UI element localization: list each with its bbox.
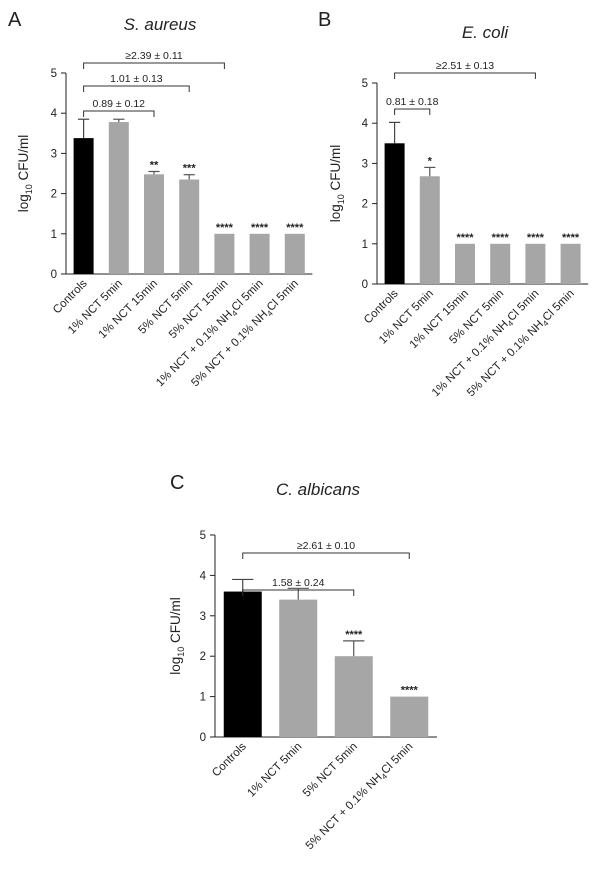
bar — [179, 179, 200, 274]
bar — [384, 143, 405, 284]
significance-marker: **** — [216, 222, 234, 234]
bar — [223, 591, 262, 737]
bar — [284, 233, 305, 274]
y-axis-label: log10 CFU/ml — [16, 135, 34, 213]
bar — [490, 243, 511, 284]
y-tick-label: 1 — [362, 239, 368, 251]
comparison-label: 0.81 ± 0.18 — [386, 96, 439, 108]
bar — [279, 599, 318, 737]
y-tick-label: 3 — [51, 148, 57, 160]
significance-marker: **** — [401, 685, 419, 697]
y-tick-label: 5 — [51, 68, 57, 80]
significance-marker: *** — [183, 163, 197, 175]
y-tick-label: 0 — [200, 732, 206, 744]
chart-title: C. albicans — [276, 480, 361, 499]
y-tick-label: 0 — [51, 269, 57, 281]
comparison-label: 1.58 ± 0.24 — [272, 577, 325, 589]
chart-title: E. coli — [462, 23, 510, 42]
y-tick-label: 2 — [362, 199, 368, 211]
y-axis-label: log10 CFU/ml — [328, 145, 346, 223]
bar — [249, 233, 270, 274]
bar — [214, 233, 235, 274]
y-tick-label: 4 — [51, 108, 58, 120]
comparison-bracket — [83, 110, 155, 117]
comparison-label: 0.89 ± 0.12 — [93, 98, 146, 110]
comparison-bracket — [394, 72, 536, 79]
y-tick-label: 5 — [200, 530, 206, 542]
panel-letter: B — [318, 9, 331, 31]
bar — [525, 243, 546, 284]
significance-marker: **** — [251, 222, 269, 234]
category-label: 5% NCT 5min — [301, 741, 360, 800]
significance-marker: * — [428, 155, 433, 167]
significance-marker: **** — [562, 232, 580, 244]
y-axis-label: log10 CFU/ml — [168, 597, 186, 675]
bar — [144, 174, 164, 274]
comparison-bracket — [242, 589, 355, 596]
significance-marker: ** — [150, 159, 159, 171]
panel-letter: C — [170, 472, 184, 494]
category-label: Controls — [210, 740, 249, 779]
panel-c: C C. albicans 0 1 2 3 4 5 log10 CFU/ml Controls1%… — [168, 472, 437, 854]
y-tick-label: 2 — [51, 189, 57, 201]
comparison-bracket — [83, 62, 225, 69]
y-tick-label: 3 — [362, 158, 368, 170]
category-label: 1% NCT 5min — [245, 741, 304, 800]
significance-marker: **** — [345, 629, 363, 641]
bar — [560, 243, 581, 284]
y-tick-label: 5 — [362, 78, 368, 90]
category-label: 5% NCT + 0.1% NH4Cl 5min — [304, 741, 417, 854]
significance-marker: **** — [527, 232, 545, 244]
comparison-label: ≥2.51 ± 0.13 — [436, 60, 494, 72]
comparison-bracket — [242, 552, 410, 559]
bar — [73, 138, 94, 274]
comparison-label: ≥2.61 ± 0.10 — [297, 540, 355, 552]
chart-title: S. aureus — [124, 15, 197, 34]
bar — [455, 243, 475, 284]
comparison-label: 1.01 ± 0.13 — [110, 73, 163, 85]
bar — [419, 176, 440, 284]
y-tick-label: 4 — [362, 118, 369, 130]
significance-marker: **** — [456, 232, 474, 244]
y-tick-label: 1 — [200, 692, 206, 704]
significance-marker: **** — [492, 232, 510, 244]
bar — [108, 122, 129, 274]
bar — [390, 696, 429, 737]
y-tick-label: 0 — [362, 279, 368, 291]
y-tick-label: 4 — [200, 570, 207, 582]
comparison-bracket — [394, 108, 431, 115]
y-tick-label: 1 — [51, 229, 57, 241]
y-tick-label: 2 — [200, 651, 206, 663]
panel-letter: A — [8, 9, 22, 31]
bar — [334, 656, 373, 737]
y-tick-label: 3 — [200, 611, 206, 623]
comparison-label: ≥2.39 ± 0.11 — [125, 50, 183, 62]
comparison-bracket — [83, 85, 190, 92]
significance-marker: **** — [286, 222, 304, 234]
